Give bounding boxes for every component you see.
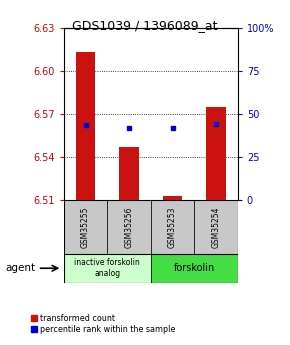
Text: GSM35255: GSM35255 xyxy=(81,206,90,248)
Bar xyxy=(64,254,151,283)
Bar xyxy=(76,52,95,200)
Bar xyxy=(119,147,139,200)
Bar xyxy=(163,196,182,200)
Text: GSM35256: GSM35256 xyxy=(124,206,134,248)
Legend: transformed count, percentile rank within the sample: transformed count, percentile rank withi… xyxy=(27,310,179,337)
Bar xyxy=(206,107,226,200)
Bar xyxy=(64,200,107,254)
Text: forskolin: forskolin xyxy=(174,263,215,273)
Bar xyxy=(107,200,151,254)
Bar xyxy=(151,200,194,254)
Text: inactive forskolin
analog: inactive forskolin analog xyxy=(75,258,140,278)
Text: GDS1039 / 1396089_at: GDS1039 / 1396089_at xyxy=(72,19,218,32)
Text: agent: agent xyxy=(6,263,36,273)
Text: GSM35254: GSM35254 xyxy=(211,206,221,248)
Bar xyxy=(151,254,238,283)
Text: GSM35253: GSM35253 xyxy=(168,206,177,248)
Bar xyxy=(194,200,238,254)
